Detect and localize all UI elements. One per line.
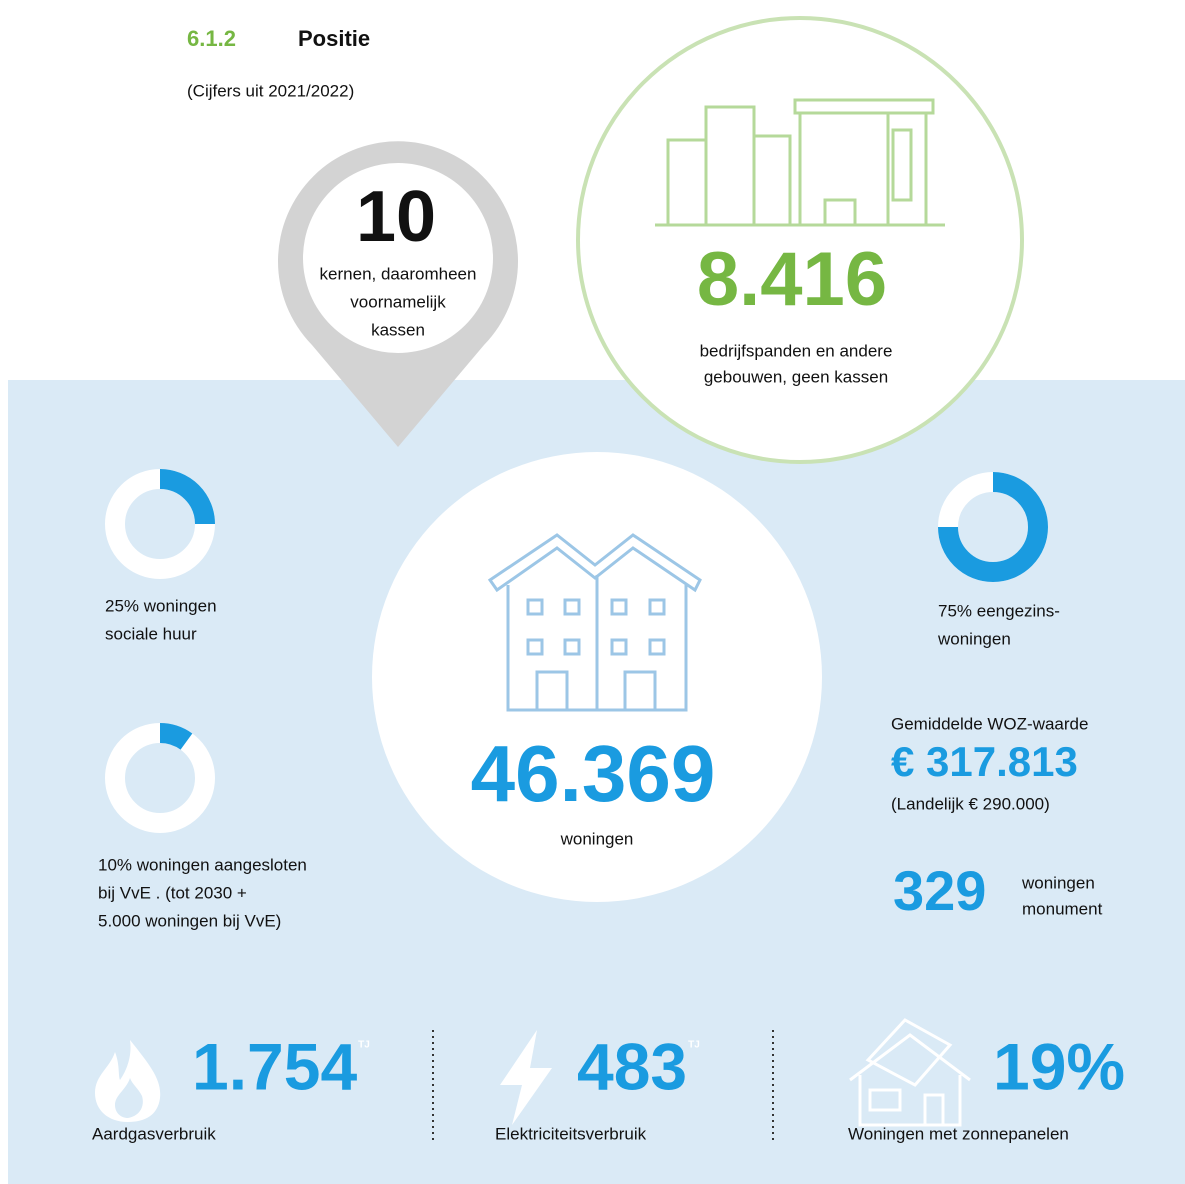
donut-text: 75% eengezins-: [938, 601, 1060, 620]
homes-label: woningen: [560, 829, 634, 848]
donut-text: sociale huur: [105, 624, 197, 643]
energy-value: 19%: [993, 1029, 1125, 1103]
woz-national: (Landelijk € 290.000): [891, 794, 1050, 813]
donut-arc: [159, 469, 215, 525]
donut-arc: [159, 723, 193, 750]
subtitle: (Cijfers uit 2021/2022): [187, 81, 354, 100]
woz-label: Gemiddelde WOZ-waarde: [891, 714, 1088, 733]
energy-label: Woningen met zonnepanelen: [848, 1124, 1069, 1143]
homes-value: 46.369: [471, 729, 716, 818]
buildings-text: bedrijfspanden en andere: [700, 341, 893, 360]
section-number: 6.1.2: [187, 26, 236, 51]
donut-text: woningen: [937, 629, 1011, 648]
monument-text: monument: [1022, 899, 1103, 918]
donut-text: 5.000 woningen bij VvE): [98, 911, 281, 930]
pin-text: kassen: [371, 320, 425, 339]
house-icon: [487, 533, 702, 712]
energy-value: 1.754: [192, 1029, 357, 1103]
donut-text: 25% woningen: [105, 596, 217, 615]
pin-text: kernen, daaromheen: [320, 264, 477, 283]
pin-text: voornamelijk: [350, 292, 446, 311]
donut-text: 10% woningen aangesloten: [98, 855, 307, 874]
buildings-text: gebouwen, geen kassen: [704, 367, 888, 386]
donut-text: bij VvE . (tot 2030 +: [98, 883, 247, 902]
buildings-icon: [655, 98, 945, 227]
solar-house-icon: [849, 1018, 971, 1127]
pin-inner: [303, 163, 493, 353]
lightning-icon: [500, 1030, 552, 1125]
buildings-value: 8.416: [697, 237, 887, 322]
energy-unit: TJ: [358, 1040, 370, 1051]
donut-arc: [938, 472, 1048, 582]
section-title: Positie: [298, 26, 370, 51]
monument-text: woningen: [1021, 873, 1095, 892]
flame-icon: [95, 1040, 161, 1122]
energy-value: 483: [577, 1029, 687, 1103]
pin-value: 10: [356, 177, 436, 257]
energy-label: Elektriciteitsverbruik: [495, 1124, 647, 1143]
woz-value: € 317.813: [891, 738, 1078, 785]
energy-label: Aardgasverbruik: [92, 1124, 216, 1143]
monument-value: 329: [893, 859, 986, 922]
energy-unit: TJ: [688, 1040, 700, 1051]
